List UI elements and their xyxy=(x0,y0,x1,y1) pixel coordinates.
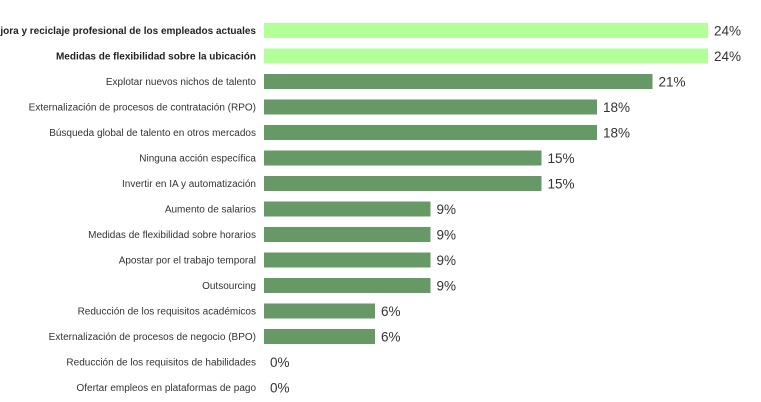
category-label: Explotar nuevos nichos de talento xyxy=(106,77,257,88)
bar xyxy=(264,303,375,319)
value-label: 21% xyxy=(659,75,686,90)
value-label: 18% xyxy=(603,126,630,141)
value-label: 0% xyxy=(270,381,290,396)
category-label: Outsourcing xyxy=(202,281,256,292)
value-label: 24% xyxy=(714,49,741,64)
bar xyxy=(264,23,708,38)
category-label: Reducción de los requisitos académicos xyxy=(78,307,256,318)
bar xyxy=(264,74,653,89)
bar xyxy=(264,227,431,242)
value-label: 24% xyxy=(714,24,741,39)
category-label: Mejora y reciclaje profesional de los em… xyxy=(0,26,256,37)
category-label: Medidas de flexibilidad sobre la ubicaci… xyxy=(56,52,256,63)
bar xyxy=(264,125,597,140)
bar xyxy=(264,201,431,217)
value-label: 9% xyxy=(437,202,457,217)
bar xyxy=(264,150,542,166)
category-label: Ofertar empleos en plataformas de pago xyxy=(76,383,256,394)
category-label: Invertir en IA y automatización xyxy=(122,179,256,190)
value-label: 9% xyxy=(437,228,457,243)
category-label: Externalización de procesos de contratac… xyxy=(29,103,256,114)
category-label: Aumento de salarios xyxy=(165,205,256,216)
category-label: Búsqueda global de talento en otros merc… xyxy=(49,128,256,139)
value-label: 6% xyxy=(381,304,401,319)
bar xyxy=(264,99,597,115)
bar xyxy=(264,252,431,268)
value-label: 9% xyxy=(437,253,457,268)
bar xyxy=(264,176,542,191)
category-label: Medidas de flexibilidad sobre horarios xyxy=(88,230,256,241)
value-label: 0% xyxy=(270,355,290,370)
bar xyxy=(264,48,708,64)
value-label: 9% xyxy=(437,279,457,294)
category-label: Apostar por el trabajo temporal xyxy=(119,256,256,267)
value-label: 6% xyxy=(381,330,401,345)
category-label: Reducción de los requisitos de habilidad… xyxy=(66,358,256,369)
value-label: 18% xyxy=(603,100,630,115)
value-label: 15% xyxy=(548,151,575,166)
value-label: 15% xyxy=(548,177,575,192)
category-label: Externalización de procesos de negocio (… xyxy=(49,332,256,343)
bar xyxy=(264,278,431,293)
category-label: Ninguna acción específica xyxy=(139,154,256,165)
bar xyxy=(264,329,375,344)
